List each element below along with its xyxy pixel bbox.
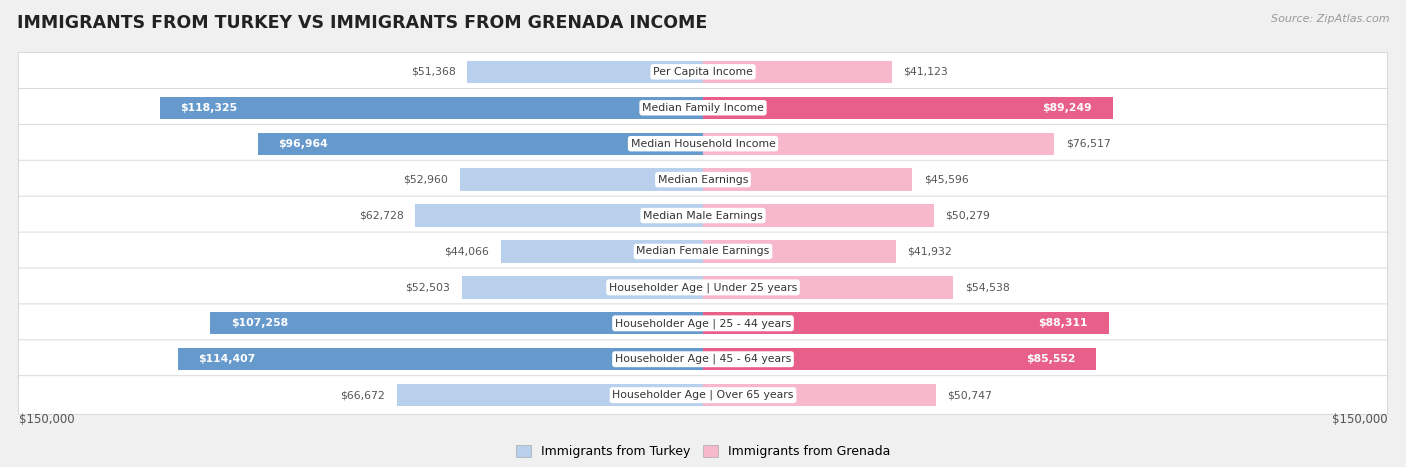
- FancyBboxPatch shape: [18, 340, 1388, 379]
- Text: $41,123: $41,123: [904, 67, 948, 77]
- Bar: [159, 97, 703, 119]
- Text: $85,552: $85,552: [1026, 354, 1076, 364]
- Bar: [461, 276, 703, 298]
- Text: $62,728: $62,728: [359, 211, 404, 220]
- FancyBboxPatch shape: [18, 196, 1388, 235]
- Text: Householder Age | 25 - 44 years: Householder Age | 25 - 44 years: [614, 318, 792, 329]
- Text: $107,258: $107,258: [231, 318, 288, 328]
- Text: $76,517: $76,517: [1066, 139, 1111, 149]
- Text: $44,066: $44,066: [444, 247, 489, 256]
- Text: $45,596: $45,596: [924, 175, 969, 184]
- Text: $114,407: $114,407: [198, 354, 256, 364]
- Text: $41,932: $41,932: [907, 247, 952, 256]
- FancyBboxPatch shape: [18, 124, 1388, 163]
- FancyBboxPatch shape: [18, 88, 1388, 127]
- Bar: [703, 133, 1054, 155]
- Text: $88,311: $88,311: [1039, 318, 1088, 328]
- Text: $54,538: $54,538: [965, 283, 1010, 292]
- Text: $89,249: $89,249: [1043, 103, 1092, 113]
- Text: IMMIGRANTS FROM TURKEY VS IMMIGRANTS FROM GRENADA INCOME: IMMIGRANTS FROM TURKEY VS IMMIGRANTS FRO…: [17, 14, 707, 32]
- Text: $150,000: $150,000: [1331, 413, 1388, 426]
- Bar: [703, 61, 891, 83]
- Text: Median Family Income: Median Family Income: [643, 103, 763, 113]
- Bar: [703, 312, 1108, 334]
- Bar: [211, 312, 703, 334]
- Bar: [703, 169, 912, 191]
- Bar: [501, 241, 703, 262]
- Text: Median Household Income: Median Household Income: [630, 139, 776, 149]
- Bar: [703, 205, 934, 226]
- Text: Median Female Earnings: Median Female Earnings: [637, 247, 769, 256]
- Text: $50,279: $50,279: [945, 211, 990, 220]
- Text: Householder Age | 45 - 64 years: Householder Age | 45 - 64 years: [614, 354, 792, 364]
- Bar: [703, 241, 896, 262]
- Text: $50,747: $50,747: [948, 390, 993, 400]
- Bar: [467, 61, 703, 83]
- Text: Householder Age | Over 65 years: Householder Age | Over 65 years: [612, 390, 794, 400]
- Bar: [703, 97, 1114, 119]
- Text: Source: ZipAtlas.com: Source: ZipAtlas.com: [1271, 14, 1389, 24]
- Text: $150,000: $150,000: [18, 413, 75, 426]
- FancyBboxPatch shape: [18, 268, 1388, 307]
- Text: Householder Age | Under 25 years: Householder Age | Under 25 years: [609, 282, 797, 293]
- Bar: [415, 205, 703, 226]
- FancyBboxPatch shape: [18, 304, 1388, 343]
- FancyBboxPatch shape: [18, 376, 1388, 415]
- Bar: [703, 276, 953, 298]
- Text: $118,325: $118,325: [180, 103, 238, 113]
- Bar: [703, 384, 936, 406]
- Text: $52,960: $52,960: [404, 175, 449, 184]
- Text: Median Male Earnings: Median Male Earnings: [643, 211, 763, 220]
- Text: Per Capita Income: Per Capita Income: [652, 67, 754, 77]
- Bar: [177, 348, 703, 370]
- Bar: [703, 348, 1095, 370]
- FancyBboxPatch shape: [18, 52, 1388, 91]
- Bar: [460, 169, 703, 191]
- Text: Median Earnings: Median Earnings: [658, 175, 748, 184]
- Text: $51,368: $51,368: [411, 67, 456, 77]
- Text: $96,964: $96,964: [278, 139, 328, 149]
- Bar: [257, 133, 703, 155]
- Text: $66,672: $66,672: [340, 390, 385, 400]
- FancyBboxPatch shape: [18, 160, 1388, 199]
- Text: $52,503: $52,503: [405, 283, 450, 292]
- Bar: [396, 384, 703, 406]
- FancyBboxPatch shape: [18, 232, 1388, 271]
- Legend: Immigrants from Turkey, Immigrants from Grenada: Immigrants from Turkey, Immigrants from …: [510, 440, 896, 463]
